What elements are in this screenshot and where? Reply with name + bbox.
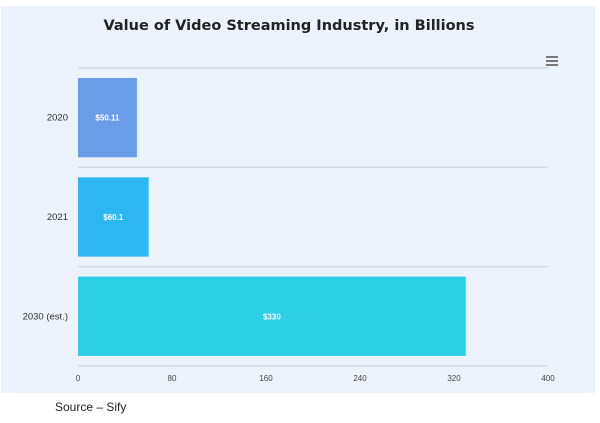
x-tick-label: 160 bbox=[259, 374, 273, 383]
chart-panel: Value of Video Streaming Industry, in Bi… bbox=[1, 6, 595, 393]
data-label: $60.1 bbox=[103, 213, 124, 222]
bar-chart: Value of Video Streaming Industry, in Bi… bbox=[23, 18, 556, 383]
category-label: 2030 (est.) bbox=[23, 311, 68, 322]
bar-0 bbox=[78, 78, 137, 158]
category-label: 2020 bbox=[47, 113, 68, 124]
source-caption: Source – Sify bbox=[55, 400, 127, 414]
x-tick-label: 240 bbox=[353, 374, 367, 383]
x-tick-label: 0 bbox=[76, 374, 81, 383]
x-tick-label: 80 bbox=[168, 374, 177, 383]
hamburger-menu-icon[interactable] bbox=[546, 56, 558, 68]
bar-1 bbox=[78, 177, 149, 257]
data-label: $330 bbox=[263, 312, 281, 321]
data-label: $50.11 bbox=[95, 114, 120, 123]
bar-2 bbox=[78, 276, 466, 356]
x-tick-label: 320 bbox=[447, 374, 461, 383]
category-label: 2021 bbox=[47, 212, 68, 223]
x-tick-label: 400 bbox=[541, 374, 555, 383]
chart-title: Value of Video Streaming Industry, in Bi… bbox=[103, 18, 474, 34]
